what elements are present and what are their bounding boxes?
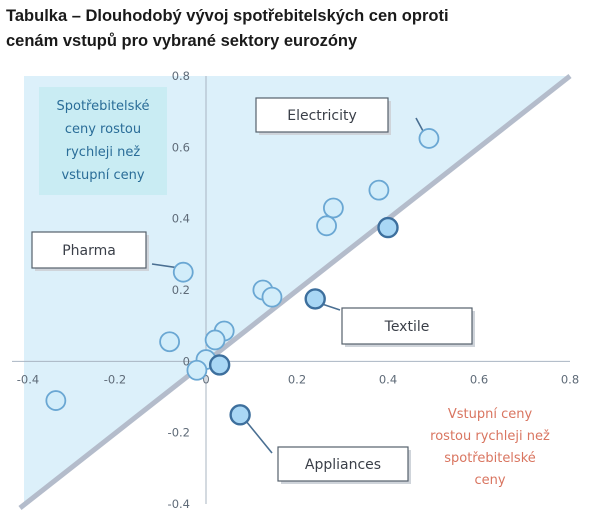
x-tick-label: 0.6 [470, 372, 488, 386]
scatter-point [418, 128, 440, 149]
y-tick-label: 0 [183, 354, 190, 368]
upper-region-label-line: ceny rostou [65, 122, 141, 137]
y-tick-label: 0.6 [172, 140, 190, 154]
scatter-point [45, 390, 67, 411]
tick-labels: -0.4 -0.2 0 0.2 0.4 0.6 0.8 0.8 0.6 0.4 0.2 0 -0.2 -0… [17, 69, 579, 511]
lower-region-label-line: spotřebitelské [444, 451, 536, 466]
chart-title: Tabulka – Dlouhodobý vývoj spotřebitelsk… [6, 4, 586, 54]
lower-region-label-line: ceny [474, 473, 505, 488]
callout-box [341, 307, 473, 345]
y-tick-label: 0.8 [172, 69, 190, 83]
x-tick-label: 0.2 [288, 372, 306, 386]
x-tick-label: 0.4 [379, 372, 397, 386]
x-tick-label: 0.8 [561, 372, 579, 386]
scatter-point [316, 215, 337, 237]
axes [12, 76, 570, 504]
x-tick-label: 0 [202, 372, 209, 386]
scatter-point [208, 354, 231, 376]
y-tick-label: 0.2 [172, 283, 190, 297]
callouts: Electricity Pharma Textile Appliances [31, 97, 475, 484]
scatter-point [377, 216, 399, 239]
callout-box [255, 97, 389, 133]
callout-box [31, 231, 147, 269]
callout-label: Pharma [62, 243, 116, 259]
scatter-point [322, 197, 344, 219]
region-labels: Spotřebitelské ceny rostou rychleji než vst… [39, 87, 550, 488]
lower-region-label-line: Vstupní ceny [448, 407, 533, 422]
x-tick-label: -0.2 [104, 372, 126, 386]
scatter-point [261, 286, 283, 308]
callout-label: Electricity [287, 108, 357, 124]
x-tick-label: -0.4 [17, 372, 39, 386]
scatter-point [159, 331, 181, 353]
scatter-point [229, 404, 251, 426]
chart-title-line-2: cenám vstupů pro vybrané sektory eurozón… [6, 32, 358, 50]
scatter-point [368, 179, 390, 201]
y-tick-label: 0.4 [172, 212, 190, 226]
callout-box [277, 446, 409, 482]
data-points [45, 128, 440, 426]
callout-label: Textile [384, 319, 430, 335]
lower-region-label-line: rostou rychleji než [430, 429, 550, 444]
upper-region-label-line: Spotřebitelské [56, 99, 149, 114]
callout-line [243, 418, 273, 454]
scatter-point [304, 288, 326, 310]
diagonal-line [18, 74, 572, 510]
chart-title-line-1: Tabulka – Dlouhodobý vývoj spotřebitelsk… [6, 7, 449, 25]
y-tick-label: -0.2 [168, 426, 190, 440]
upper-region-box [39, 87, 167, 195]
y-tick-label: -0.4 [168, 497, 190, 511]
scatter-point [172, 261, 194, 283]
upper-region-label-line: rychleji než [66, 145, 141, 160]
scatter-point [186, 359, 208, 381]
scatter-point [204, 329, 226, 351]
callout-label: Appliances [305, 457, 381, 473]
upper-region-label-line: vstupní ceny [61, 168, 144, 183]
